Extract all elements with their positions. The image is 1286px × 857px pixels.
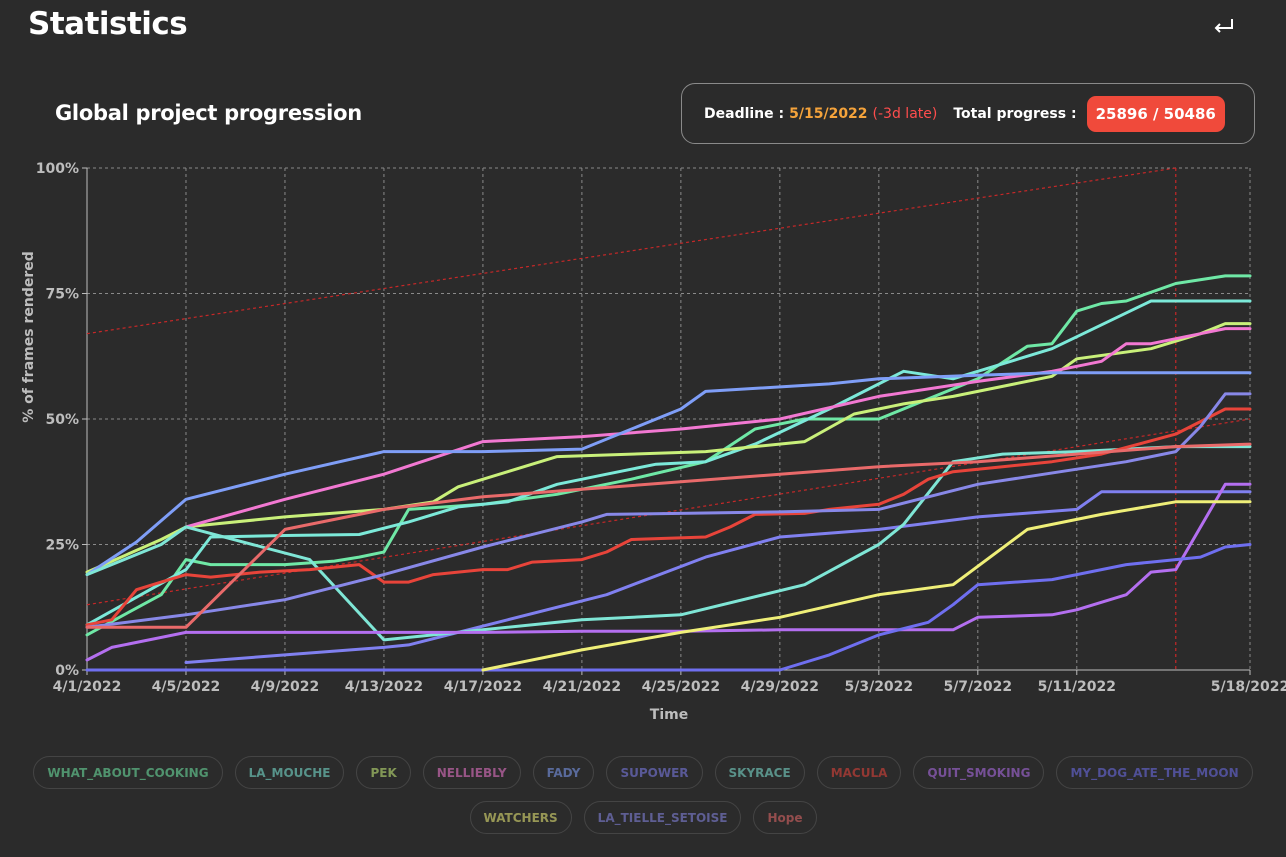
legend-item-macula[interactable]: MACULA (816, 756, 902, 789)
progress-info-box: Deadline : 5/15/2022 (-3d late) Total pr… (681, 83, 1255, 144)
legend-item-supower[interactable]: SUPOWER (606, 756, 703, 789)
series-line-fady (85, 371, 1252, 577)
legend-item-skyrace[interactable]: SKYRACE (714, 756, 805, 789)
x-tick-label: 4/9/2022 (251, 679, 320, 695)
legend-item-hope[interactable]: Hope (753, 801, 817, 834)
x-tick-label: 4/1/2022 (53, 679, 122, 695)
series-line-macula (85, 407, 1252, 627)
y-tick-label: 75% (45, 287, 79, 303)
x-tick-label: 4/29/2022 (741, 679, 819, 695)
return-arrow-icon (1214, 19, 1233, 33)
x-tick-label: 4/17/2022 (444, 679, 522, 695)
deadline-label: Deadline : (704, 105, 785, 122)
legend-item-what-about-cooking[interactable]: WHAT_ABOUT_COOKING (33, 756, 223, 789)
legend-item-quit-smoking[interactable]: QUIT_SMOKING (913, 756, 1045, 789)
series-line-watchers (481, 500, 1252, 672)
x-tick-label: 4/13/2022 (345, 679, 423, 695)
x-tick-label: 4/25/2022 (642, 679, 720, 695)
back-button[interactable] (1208, 10, 1240, 42)
x-axis-label: Time (650, 707, 688, 723)
y-tick-label: 0% (55, 663, 79, 679)
y-tick-label: 100% (36, 161, 79, 177)
ideal-progress-line (86, 418, 1251, 606)
chart-legend: WHAT_ABOUT_COOKING LA_MOUCHE PEK NELLIEBLY F… (0, 756, 1286, 834)
legend-item-my-dog-ate-the-moon[interactable]: MY_DOG_ATE_THE_MOON (1056, 756, 1253, 789)
series-line-nelliebly (184, 327, 1252, 529)
x-tick-label: 5/11/2022 (1038, 679, 1116, 695)
series-line-la-tielle-setoise (85, 392, 1252, 629)
x-tick-label: 4/21/2022 (543, 679, 621, 695)
legend-item-la-tielle-setoise[interactable]: LA_TIELLE_SETOISE (583, 801, 742, 834)
series-line-la-mouche (85, 299, 1252, 627)
deadline-date: 5/15/2022 (789, 105, 868, 122)
total-progress-badge: 25896 / 50486 (1086, 95, 1225, 132)
page-title: Statistics (28, 6, 188, 42)
series-line-what-about-cooking (85, 274, 1252, 637)
series-line-quit-smoking (85, 482, 1252, 662)
y-tick-label: 50% (45, 412, 79, 428)
progress-chart: 0% 25% 50% 75% 100% 4/1/2022 4/5/2022 4/9/2022 4… (21, 161, 1286, 723)
legend-item-fady[interactable]: FADY (532, 756, 595, 789)
x-tick-label: 4/5/2022 (152, 679, 221, 695)
x-tick-label: 5/18/2022 (1211, 679, 1286, 695)
series-line-hope (85, 442, 1252, 629)
y-tick-label: 25% (45, 538, 79, 554)
ideal-progress-line (86, 167, 1176, 335)
x-tick-label: 5/3/2022 (844, 679, 913, 695)
series-line-skyrace (85, 445, 1252, 642)
series-line-supower (184, 490, 1252, 664)
legend-item-pek[interactable]: PEK (356, 756, 411, 789)
x-tick-label: 5/7/2022 (943, 679, 1012, 695)
series-line-pek (85, 322, 1252, 574)
legend-item-watchers[interactable]: WATCHERS (469, 801, 572, 834)
deadline-late-indicator: (-3d late) (872, 105, 938, 122)
y-axis-label: % of frames rendered (21, 251, 37, 423)
series-line-my-dog-ate-the-moon (85, 543, 1252, 672)
total-progress-label: Total progress : (953, 105, 1077, 122)
section-title: Global project progression (55, 101, 362, 125)
legend-item-nelliebly[interactable]: NELLIEBLY (422, 756, 521, 789)
legend-item-la-mouche[interactable]: LA_MOUCHE (234, 756, 345, 789)
